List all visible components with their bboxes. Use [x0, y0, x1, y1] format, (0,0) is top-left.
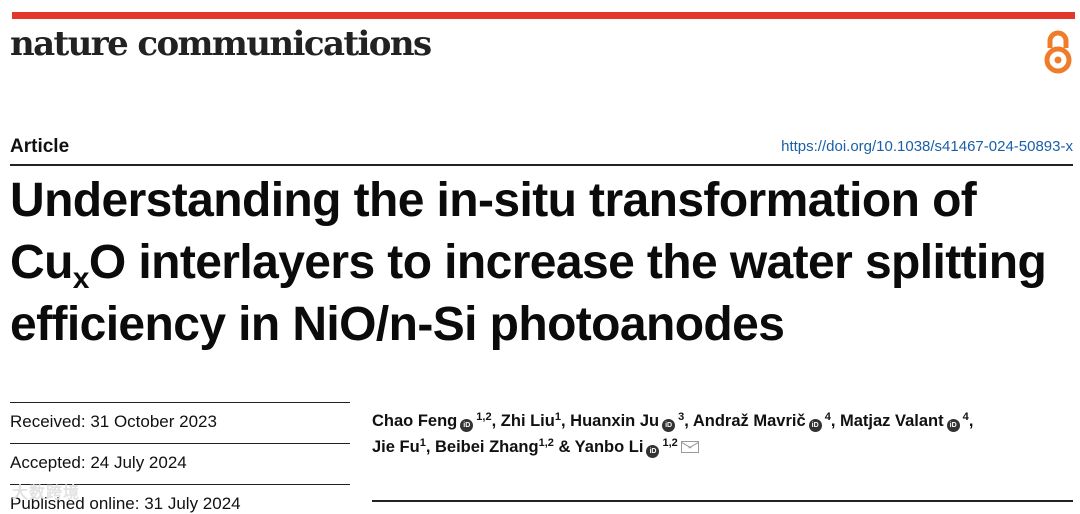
- published-row: Published online: 31 July 2024: [10, 484, 350, 514]
- author-affiliation: 1,2: [659, 437, 678, 449]
- email-icon[interactable]: [680, 441, 699, 453]
- author-affiliation: 1,2: [473, 411, 492, 423]
- author-name[interactable]: Jie Fu: [372, 438, 420, 456]
- author-affiliation: 1: [419, 437, 426, 449]
- received-date: Received: 31 October 2023: [10, 412, 217, 431]
- open-access-icon: [1044, 30, 1072, 74]
- title-part-1: Understanding the in-situ transformation…: [10, 174, 977, 289]
- title-part-2: O interlayers to increase the water spli…: [10, 236, 1047, 351]
- author-affiliation: 4: [959, 411, 969, 423]
- article-title: Understanding the in-situ transformation…: [10, 170, 1080, 356]
- dates-column: Received: 31 October 2023 Accepted: 24 J…: [10, 402, 350, 514]
- author-entry: Beibei Zhang1,2: [434, 437, 554, 457]
- accepted-date: Accepted: 24 July 2024: [10, 453, 187, 472]
- abstract-divider: [372, 500, 1073, 502]
- orcid-icon[interactable]: iD: [946, 419, 960, 432]
- journal-name[interactable]: nature communications: [10, 24, 432, 64]
- journal-accent-bar: [12, 12, 1075, 19]
- author-name[interactable]: Beibei Zhang: [434, 438, 539, 456]
- author-name[interactable]: Chao Feng: [372, 412, 458, 430]
- watermark-text: 大数跨境: [12, 485, 81, 502]
- received-row: Received: 31 October 2023: [10, 402, 350, 443]
- author-name[interactable]: Yanbo Li: [574, 438, 644, 456]
- author-name[interactable]: Huanxin Ju: [570, 412, 660, 430]
- author-name[interactable]: Zhi Liu: [500, 412, 555, 430]
- article-type: Article: [10, 136, 70, 157]
- author-affiliation: 4: [821, 411, 831, 423]
- author-entry: Matjaz Valant iD 4: [840, 411, 969, 432]
- author-entry: Andraž Mavrič iD 4: [692, 411, 831, 432]
- orcid-icon[interactable]: iD: [808, 419, 822, 432]
- accepted-row: Accepted: 24 July 2024: [10, 443, 350, 484]
- author-name[interactable]: Andraž Mavrič: [692, 412, 806, 430]
- author-entry: Zhi Liu1: [500, 411, 561, 431]
- author-affiliation: 1: [554, 411, 561, 423]
- author-entry: Yanbo Li iD 1,2: [574, 437, 699, 458]
- author-entry: Jie Fu1: [372, 437, 426, 457]
- published-date: Published online: 31 July 2024: [10, 494, 241, 513]
- abstract-text-cutoff: [372, 508, 1022, 514]
- author-entry: Chao Feng iD 1,2: [372, 411, 492, 432]
- header-divider: [10, 164, 1073, 166]
- title-subscript: x: [72, 262, 90, 295]
- orcid-icon[interactable]: iD: [646, 445, 660, 458]
- author-affiliation: 1,2: [538, 437, 554, 449]
- author-entry: Huanxin Ju iD 3: [570, 411, 685, 432]
- orcid-icon[interactable]: iD: [460, 419, 474, 432]
- doi-link[interactable]: https://doi.org/10.1038/s41467-024-50893…: [781, 138, 1073, 155]
- author-affiliation: 3: [675, 411, 685, 423]
- author-name[interactable]: Matjaz Valant: [840, 412, 944, 430]
- author-list: Chao Feng iD 1,2, Zhi Liu1, Huanxin Ju iD …: [372, 411, 974, 458]
- orcid-icon[interactable]: iD: [662, 419, 676, 432]
